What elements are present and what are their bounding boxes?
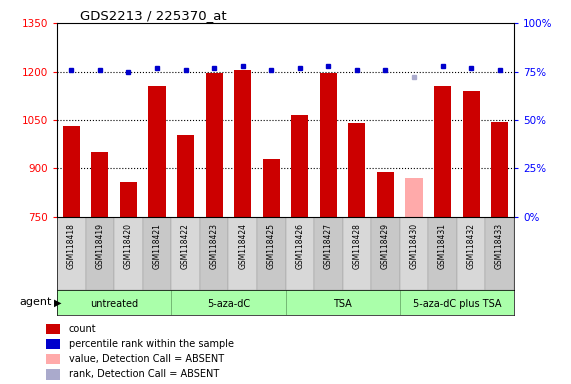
Text: GSM118418: GSM118418 <box>67 223 76 269</box>
Bar <box>348 123 365 217</box>
Bar <box>171 290 286 315</box>
Bar <box>57 290 171 315</box>
Bar <box>400 290 514 315</box>
Text: GSM118432: GSM118432 <box>467 223 476 269</box>
Text: agent: agent <box>19 297 51 308</box>
Bar <box>291 115 308 217</box>
Bar <box>314 217 343 290</box>
Text: GSM118422: GSM118422 <box>181 223 190 269</box>
Bar <box>286 217 314 290</box>
Bar <box>46 354 60 364</box>
Bar <box>320 73 337 217</box>
Text: GSM118430: GSM118430 <box>409 223 419 269</box>
Bar <box>405 178 423 217</box>
Bar <box>120 182 137 217</box>
Bar <box>234 70 251 217</box>
Text: 5-aza-dC: 5-aza-dC <box>207 299 250 309</box>
Text: GSM118433: GSM118433 <box>495 223 504 269</box>
Text: GSM118421: GSM118421 <box>152 223 162 269</box>
Text: percentile rank within the sample: percentile rank within the sample <box>69 339 234 349</box>
Bar <box>286 290 400 315</box>
Bar <box>171 217 200 290</box>
Bar <box>371 217 400 290</box>
Bar <box>463 91 480 217</box>
Bar <box>91 152 108 217</box>
Bar <box>377 172 394 217</box>
Text: GSM118427: GSM118427 <box>324 223 333 269</box>
Text: TSA: TSA <box>333 299 352 309</box>
Text: GSM118425: GSM118425 <box>267 223 276 269</box>
Bar <box>491 122 508 217</box>
Bar <box>400 217 428 290</box>
Bar <box>343 217 371 290</box>
Text: GSM118426: GSM118426 <box>295 223 304 269</box>
Text: GSM118428: GSM118428 <box>352 223 361 269</box>
Bar <box>46 369 60 379</box>
Bar <box>46 339 60 349</box>
Text: rank, Detection Call = ABSENT: rank, Detection Call = ABSENT <box>69 369 219 379</box>
Bar <box>86 217 114 290</box>
Text: 5-aza-dC plus TSA: 5-aza-dC plus TSA <box>413 299 501 309</box>
Bar <box>263 159 280 217</box>
Text: GSM118431: GSM118431 <box>438 223 447 269</box>
Bar <box>57 217 86 290</box>
Text: GSM118420: GSM118420 <box>124 223 133 269</box>
Bar <box>63 126 80 217</box>
Bar <box>485 217 514 290</box>
Text: untreated: untreated <box>90 299 138 309</box>
Bar <box>177 134 194 217</box>
Bar <box>46 323 60 334</box>
Text: GDS2213 / 225370_at: GDS2213 / 225370_at <box>80 9 227 22</box>
Text: count: count <box>69 324 96 334</box>
Text: GSM118423: GSM118423 <box>210 223 219 269</box>
Bar <box>200 217 228 290</box>
Bar <box>148 86 166 217</box>
Bar <box>143 217 171 290</box>
Bar <box>257 217 286 290</box>
Text: GSM118419: GSM118419 <box>95 223 104 269</box>
Bar <box>114 217 143 290</box>
Bar <box>228 217 257 290</box>
Text: value, Detection Call = ABSENT: value, Detection Call = ABSENT <box>69 354 224 364</box>
Text: GSM118424: GSM118424 <box>238 223 247 269</box>
Bar <box>428 217 457 290</box>
Bar <box>206 73 223 217</box>
Text: ▶: ▶ <box>54 297 62 308</box>
Bar <box>457 217 485 290</box>
Text: GSM118429: GSM118429 <box>381 223 390 269</box>
Bar <box>434 86 451 217</box>
